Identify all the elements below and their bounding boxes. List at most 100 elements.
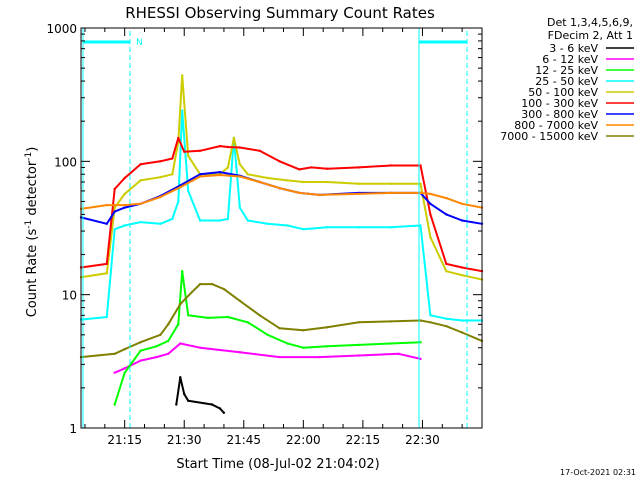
series-6-point [389, 164, 392, 167]
y-tick-label: 100 [54, 155, 77, 169]
series-8-point [139, 202, 142, 205]
series-8-point [357, 192, 361, 196]
series-5-point [232, 136, 236, 140]
series-3-point [357, 343, 361, 347]
x-tick-label: 22:30 [405, 433, 440, 447]
x-tick-label: 22:00 [286, 433, 321, 447]
series-9-point [419, 319, 422, 322]
series-2-point [155, 355, 158, 359]
y-tick-label: 1 [69, 422, 77, 436]
series-6-point [298, 168, 301, 171]
y-axis-label-part1: Count Rate (s [25, 229, 40, 318]
x-tick-label: 22:15 [346, 433, 381, 447]
series-1-point [183, 392, 186, 396]
legend-header-1: Det 1,3,4,5,6,9, [547, 16, 633, 29]
legend-label-4: 25 - 50 keV [535, 75, 598, 88]
series-4-point [326, 226, 329, 229]
series-3-point [123, 371, 126, 374]
series-line-3 [113, 270, 421, 405]
series-4-point [105, 315, 109, 319]
legend-label-7: 300 - 800 keV [521, 108, 598, 121]
series-3-point [113, 403, 116, 406]
series-2-point [318, 355, 321, 359]
series-8-point [318, 193, 321, 197]
series-3-point [181, 270, 184, 273]
series-7-point [460, 219, 464, 222]
series-6-point [357, 166, 361, 169]
y-axis-label-sup2: -1 [24, 152, 34, 161]
series-9-point [357, 321, 361, 324]
series-7-point [123, 206, 126, 209]
series-2-point [278, 355, 281, 359]
legend-label-9: 7000 - 15000 keV [500, 130, 598, 143]
series-5-point [357, 182, 361, 185]
legend-label-2: 6 - 12 keV [542, 53, 598, 66]
series-9-point [429, 321, 432, 324]
series-6-point [258, 149, 261, 152]
series-3-point [389, 342, 392, 345]
series-7-point [218, 170, 222, 174]
series-9-point [238, 299, 241, 302]
legend-label-8: 800 - 7000 keV [514, 119, 598, 132]
series-5-point [159, 176, 162, 179]
series-3-point [286, 342, 289, 345]
series-9-point [302, 329, 305, 332]
series-6-point [460, 266, 464, 269]
series-2-point [113, 371, 116, 374]
series-3-point [419, 341, 422, 344]
y-axis-label-sup1: -1 [24, 220, 34, 229]
series-1-point [218, 407, 222, 410]
series-9-point [210, 282, 214, 286]
series-4-point [460, 319, 464, 322]
series-4-point [181, 109, 184, 112]
series-6-point [105, 262, 109, 266]
series-8-point [113, 203, 116, 207]
axes: 1 10 100 1000 21:15 21:30 21:45 22:00 22:15 22:30 [46, 22, 483, 447]
series-4-point [419, 224, 422, 227]
series-5-point [445, 270, 448, 273]
series-6-point [159, 160, 162, 163]
series-6-point [445, 262, 448, 266]
series-8-point [278, 186, 281, 190]
series-2-point [419, 357, 422, 361]
series-4-point [302, 228, 305, 231]
series-3-point [177, 323, 180, 326]
series-8-point [159, 195, 162, 199]
series-4-point [218, 219, 222, 222]
series-5-point [419, 182, 422, 185]
series-9-point [139, 341, 142, 344]
timestamp: 17-Oct-2021 02:31 [560, 468, 636, 477]
series-8-point [258, 180, 261, 184]
series-2-point [179, 342, 182, 345]
series-6-point [310, 166, 313, 169]
series-9-point [278, 327, 281, 330]
chart-title: RHESSI Observing Summary Count Rates [125, 4, 435, 22]
series-1-point [210, 403, 214, 406]
series-4-point [159, 222, 162, 225]
series-2-point [123, 367, 126, 370]
series-3-point [167, 339, 170, 343]
series-6-point [123, 176, 126, 180]
attenuator-overlay: N [82, 28, 468, 428]
series-5-point [326, 180, 329, 184]
series-8-point [105, 203, 109, 207]
series-5-point [266, 176, 269, 180]
series-7-point [105, 222, 109, 225]
series-1-point [175, 403, 178, 406]
series-4-point [177, 200, 180, 203]
series-4-point [139, 220, 142, 224]
series-3-point [155, 345, 158, 348]
series-8-point [389, 191, 392, 195]
series-6-point [238, 146, 241, 149]
series-9-point [389, 320, 392, 323]
series-3-point [302, 346, 305, 349]
series-8-point [238, 175, 241, 178]
y-axis-label-part3: ) [25, 147, 40, 152]
legend-label-1: 3 - 6 keV [549, 42, 598, 55]
series-5-point [171, 173, 174, 176]
series-5-point [113, 206, 116, 209]
series-5-point [238, 163, 241, 166]
series-9-point [159, 333, 162, 336]
